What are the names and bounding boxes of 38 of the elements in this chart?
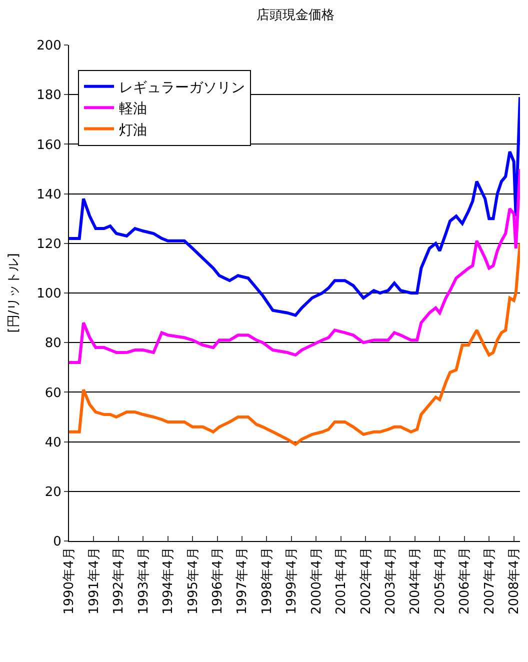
x-tick-label: 1992年4月 [112, 547, 127, 615]
x-tick-label: 1998年4月 [260, 547, 275, 615]
y-tick-label: 40 [44, 435, 62, 450]
legend-label: 軽油 [119, 101, 148, 118]
legend-label: レギュラーガソリン [119, 80, 246, 96]
x-tick-label: 2005年4月 [432, 547, 448, 615]
line-series [69, 96, 520, 317]
y-tick-label: 80 [44, 336, 62, 352]
x-tick-label: 1993年4月 [136, 547, 152, 615]
x-tick-label: 1996年4月 [210, 547, 226, 615]
y-tick-label: 120 [36, 236, 62, 252]
line-series [69, 168, 520, 364]
y-tick-label: 160 [36, 138, 62, 153]
x-tick-label: 1995年4月 [186, 547, 201, 615]
y-tick-label: 20 [44, 484, 62, 500]
y-tick-label: 140 [36, 187, 62, 202]
x-tick-label: 2000年4月 [309, 547, 324, 615]
x-tick-label: 2003年4月 [383, 547, 398, 615]
line-series [69, 242, 520, 446]
legend-label: 灯油 [119, 122, 148, 138]
x-tick-label: 2002年4月 [358, 547, 374, 615]
x-tick-label: 1999年4月 [284, 547, 300, 615]
y-tick-label: 60 [44, 386, 62, 401]
x-tick-label: 1990年4月 [62, 547, 78, 615]
x-tick-label: 2007年4月 [482, 547, 498, 615]
x-tick-label: 2006年4月 [458, 547, 473, 615]
y-axis-title: [円/リットル] [6, 253, 22, 333]
x-tick-label: 1991年4月 [86, 547, 102, 615]
y-tick-label: 100 [36, 286, 62, 302]
x-tick-label: 2001年4月 [334, 547, 350, 615]
x-tick-label: 1994年4月 [161, 547, 176, 615]
x-tick-label: 2008年4月 [507, 547, 522, 615]
y-tick-label: 0 [53, 534, 62, 550]
y-tick-label: 180 [36, 88, 62, 104]
x-tick-label: 2004年4月 [408, 547, 424, 615]
y-tick-label: 200 [36, 38, 62, 54]
chart-title: 店頭現金価格 [256, 7, 335, 24]
x-tick-label: 1997年4月 [235, 547, 250, 615]
